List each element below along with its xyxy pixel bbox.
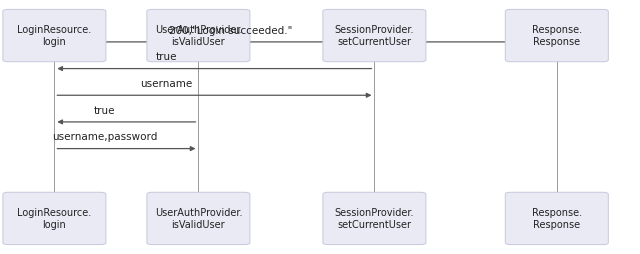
Text: Response.: Response. [532,25,582,36]
Text: login: login [42,37,67,47]
FancyBboxPatch shape [323,192,426,245]
Text: UserAuthProvider.: UserAuthProvider. [155,25,242,36]
Text: username,password: username,password [52,132,157,142]
Text: true: true [156,52,177,62]
Text: LoginResource.: LoginResource. [17,25,92,36]
FancyBboxPatch shape [506,192,608,245]
FancyBboxPatch shape [147,9,250,62]
Text: Response: Response [533,37,580,47]
FancyBboxPatch shape [3,9,106,62]
Text: setCurrentUser: setCurrentUser [337,219,412,230]
Text: SessionProvider.: SessionProvider. [335,25,414,36]
Text: login: login [42,219,67,230]
Text: Response: Response [533,219,580,230]
Text: isValidUser: isValidUser [172,37,225,47]
Text: setCurrentUser: setCurrentUser [337,37,412,47]
FancyBboxPatch shape [3,192,106,245]
FancyBboxPatch shape [323,9,426,62]
Text: UserAuthProvider.: UserAuthProvider. [155,208,242,218]
Text: isValidUser: isValidUser [172,219,225,230]
FancyBboxPatch shape [506,9,608,62]
Text: SessionProvider.: SessionProvider. [335,208,414,218]
Text: Response.: Response. [532,208,582,218]
FancyBboxPatch shape [147,192,250,245]
Text: true: true [94,106,116,116]
Text: LoginResource.: LoginResource. [17,208,92,218]
Text: 200,"Login succeeded.": 200,"Login succeeded." [168,26,292,36]
Text: username: username [140,79,193,89]
